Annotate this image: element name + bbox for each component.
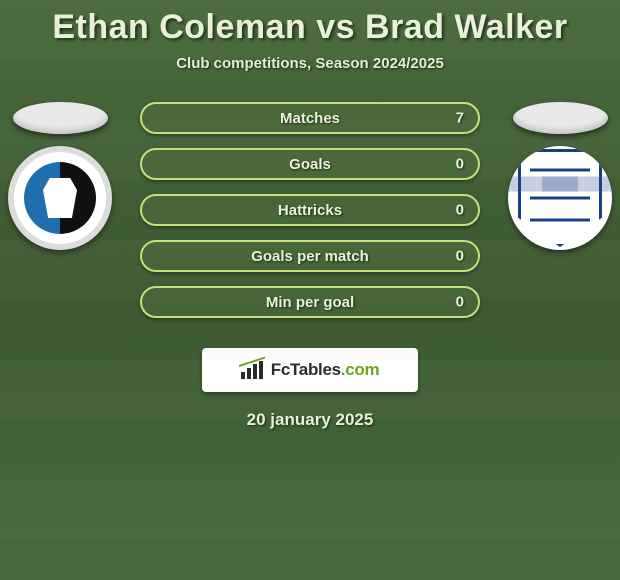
stat-label: Min per goal: [266, 294, 354, 311]
stat-right-value: 0: [456, 248, 464, 265]
stat-row-matches: Matches 7: [140, 102, 480, 134]
player-left: [0, 102, 120, 250]
stat-row-min-per-goal: Min per goal 0: [140, 286, 480, 318]
stat-right-value: 0: [456, 156, 464, 173]
stat-row-hattricks: Hattricks 0: [140, 194, 480, 226]
stat-label: Hattricks: [278, 202, 342, 219]
stat-label: Goals per match: [251, 248, 369, 265]
player-right: [500, 102, 620, 250]
stats-list: Matches 7 Goals 0 Hattricks 0 Goals per …: [140, 102, 480, 318]
stat-label: Goals: [289, 156, 331, 173]
player-right-club-badge: [508, 146, 612, 250]
stat-label: Matches: [280, 110, 340, 127]
stat-row-goals: Goals 0: [140, 148, 480, 180]
comparison-arena: Matches 7 Goals 0 Hattricks 0 Goals per …: [0, 102, 620, 332]
brand-badge: FcTables.com: [202, 348, 418, 392]
brand-text: FcTables.com: [271, 360, 380, 380]
stat-right-value: 0: [456, 294, 464, 311]
player-left-avatar-placeholder: [13, 102, 108, 134]
page-subtitle: Club competitions, Season 2024/2025: [0, 55, 620, 72]
page-title: Ethan Coleman vs Brad Walker: [0, 0, 620, 47]
player-right-avatar-placeholder: [513, 102, 608, 134]
stat-row-goals-per-match: Goals per match 0: [140, 240, 480, 272]
snapshot-date: 20 january 2025: [0, 410, 620, 430]
brand-suffix: .com: [341, 360, 379, 379]
stat-right-value: 0: [456, 202, 464, 219]
brand-name: FcTables: [271, 360, 341, 379]
stat-right-value: 7: [456, 110, 464, 127]
player-left-club-badge: [8, 146, 112, 250]
brand-chart-icon: [241, 361, 263, 379]
